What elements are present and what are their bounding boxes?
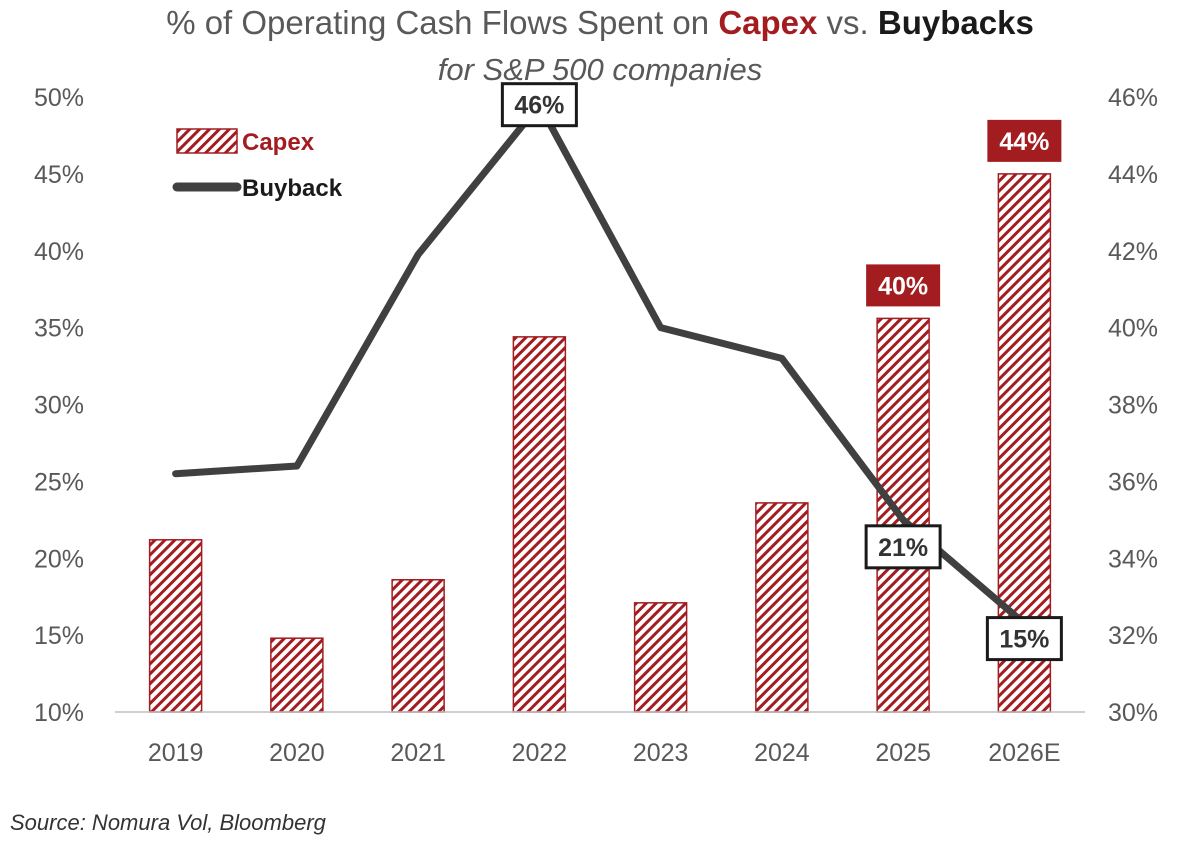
legend-capex-label: Capex [242,129,315,156]
left-tick-label: 25% [34,468,84,496]
label-text: 15% [999,626,1049,654]
buyback-line [172,101,1028,628]
data-label-buyback: 15% [985,616,1063,662]
capex-bar [755,502,809,713]
label-text: 44% [999,128,1049,156]
left-tick-label: 45% [34,161,84,189]
chart-title: % of Operating Cash Flows Spent on Capex… [0,4,1200,42]
left-tick-label: 15% [34,622,84,650]
capex-bar [633,602,688,713]
data-label-capex: 44% [987,119,1062,162]
x-tick-label: 2024 [754,739,810,767]
left-tick-label: 20% [34,545,84,573]
label-text: 21% [878,534,928,562]
right-tick-label: 42% [1108,238,1158,266]
title-buybacks-word: Buybacks [877,4,1034,41]
right-tick-label: 30% [1108,699,1158,727]
legend-capex-swatch [176,128,238,154]
data-labels: 40% 44% 46% 21% 15% [500,82,1063,662]
label-box [500,82,578,128]
right-tick-label: 38% [1108,392,1158,420]
right-tick-label: 40% [1108,315,1158,343]
label-box [866,264,941,307]
left-axis: 10% 15% 20% 25% 30% 35% 40% 45% 50% [34,84,84,727]
right-tick-label: 46% [1108,84,1158,112]
source-note: Source: Nomura Vol, Bloomberg [10,810,326,835]
data-label-buyback: 46% [500,82,578,128]
label-box [985,616,1063,662]
x-tick-label: 2022 [512,739,568,767]
title-capex-word: Capex [718,4,818,41]
label-box [987,119,1062,162]
x-tick-label: 2020 [269,739,325,767]
capex-bar [512,336,567,713]
x-axis: 2019 2020 2021 2022 2023 2024 2025 2026E [148,739,1061,767]
left-tick-label: 10% [34,699,84,727]
capex-bars [148,173,1052,713]
right-tick-label: 34% [1108,545,1158,573]
data-label-buyback: 21% [864,524,942,570]
label-text: 46% [514,92,564,120]
label-text: 40% [878,272,928,300]
label-box [864,524,942,570]
title-middle: vs. [817,4,878,41]
x-tick-label: 2023 [633,739,689,767]
data-label-capex: 40% [866,264,941,307]
right-tick-label: 44% [1108,161,1158,189]
right-axis: 30% 32% 34% 36% 38% 40% 42% 44% 46% [1108,84,1158,727]
legend-buyback-label: Buyback [242,175,343,202]
x-tick-label: 2025 [875,739,931,767]
left-tick-label: 50% [34,84,84,112]
left-tick-label: 35% [34,315,84,343]
capex-bar [270,637,324,713]
right-tick-label: 36% [1108,468,1158,496]
capex-bar [391,579,445,713]
x-tick-label: 2026E [988,739,1060,767]
left-tick-label: 30% [34,392,84,420]
x-tick-label: 2021 [390,739,446,767]
right-tick-label: 32% [1108,622,1158,650]
capex-bar [148,539,203,713]
legend: Capex Buyback [172,128,343,202]
x-tick-label: 2019 [148,739,204,767]
left-tick-label: 40% [34,238,84,266]
chart-subtitle: for S&P 500 companies [437,52,763,87]
title-prefix: % of Operating Cash Flows Spent on [166,4,719,41]
